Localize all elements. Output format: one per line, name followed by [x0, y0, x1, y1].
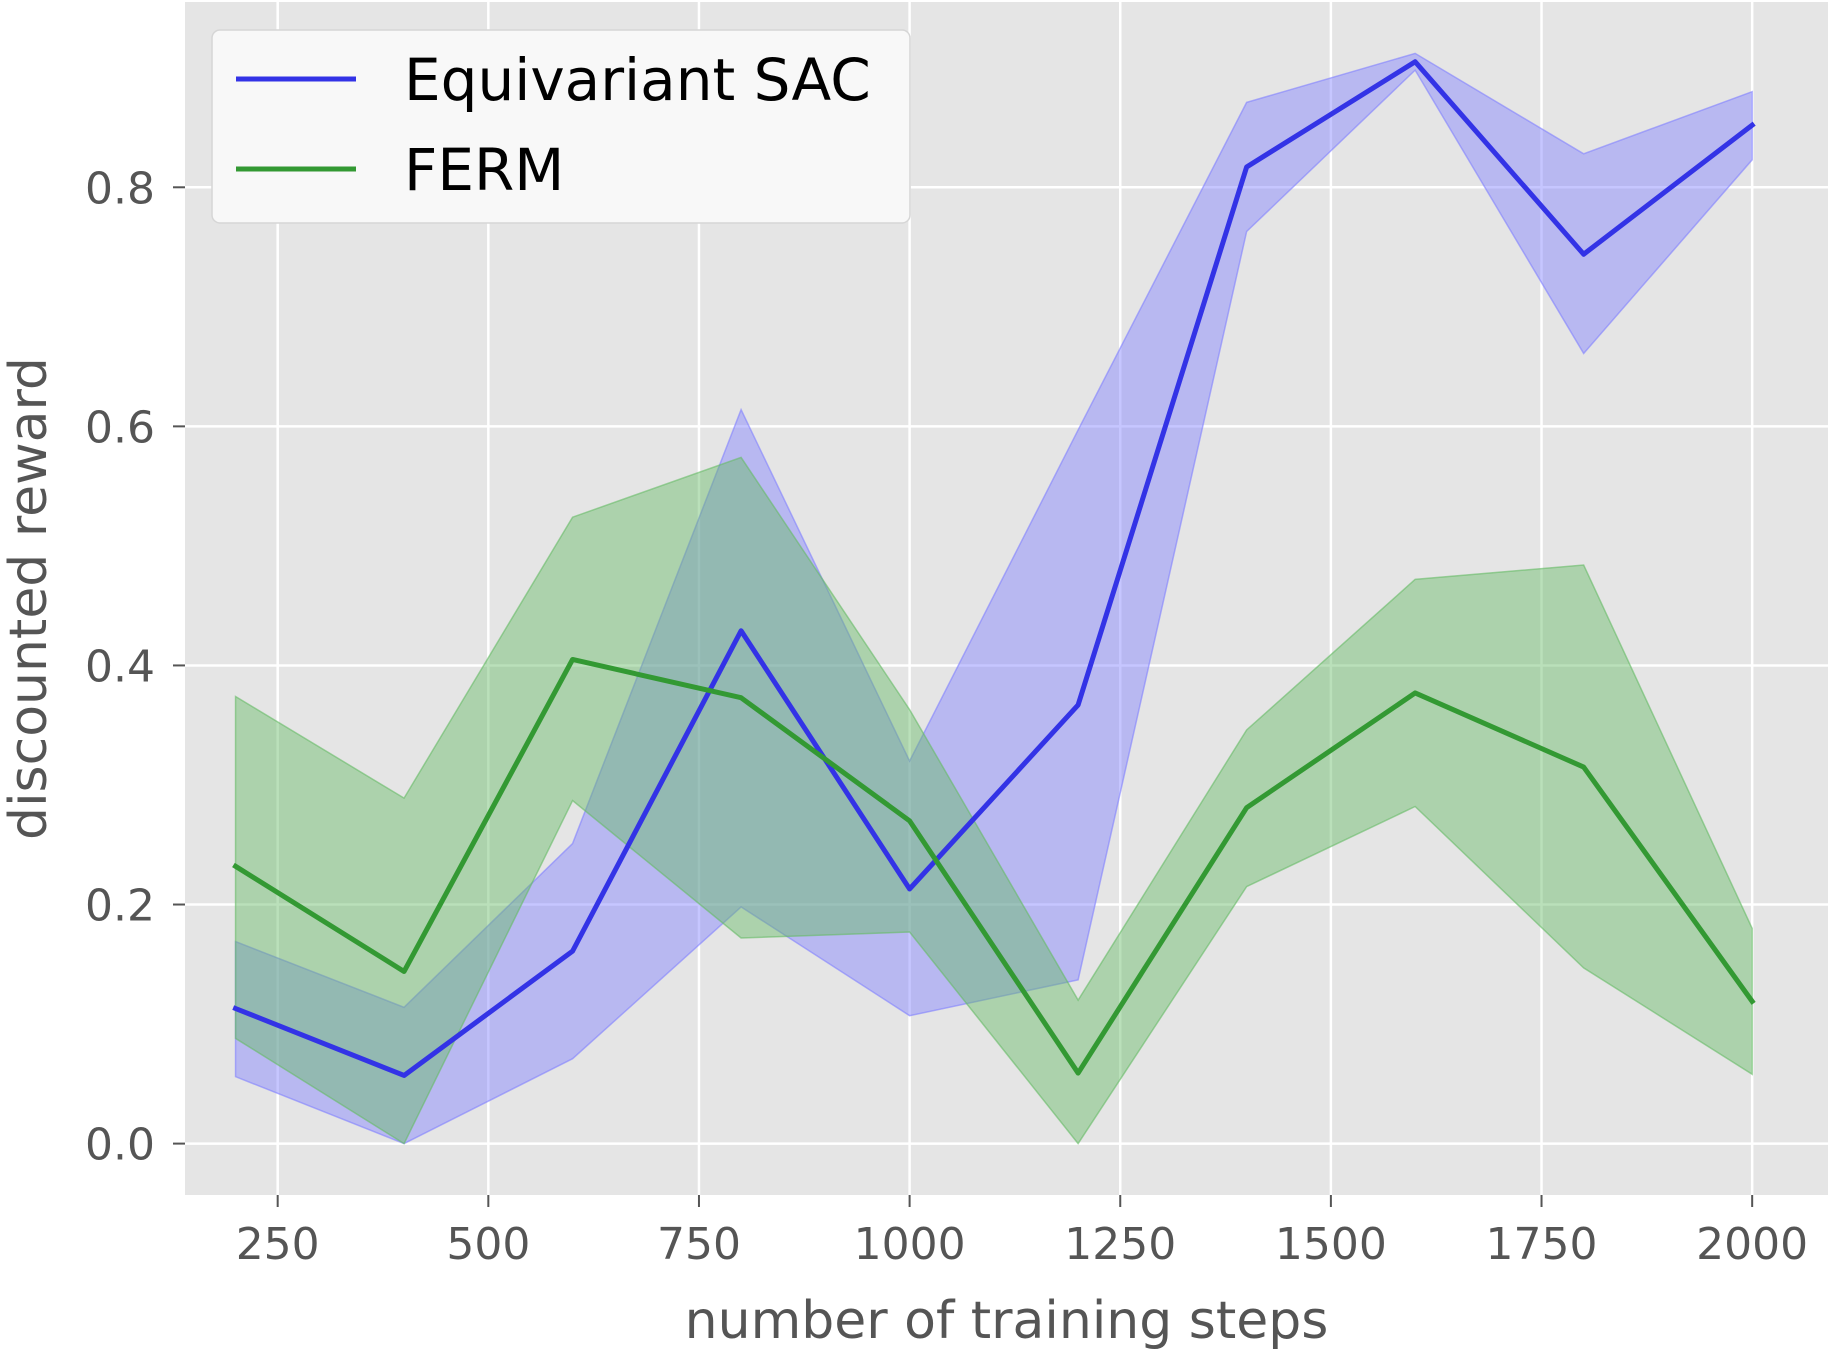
y-tick-label: 0.0 — [85, 1120, 155, 1171]
data-point-equivariant-sac — [235, 1008, 236, 1009]
data-point-equivariant-sac — [404, 1075, 405, 1076]
series-line-ferm — [232, 656, 1756, 1076]
x-tick-label: 1750 — [1486, 1219, 1598, 1270]
data-point-ferm — [741, 697, 742, 698]
x-axis-label: number of training steps — [685, 1291, 1329, 1349]
y-tick-label: 0.6 — [85, 402, 155, 453]
y-axis-label: discounted reward — [0, 357, 59, 840]
x-tick-label: 1000 — [854, 1219, 966, 1270]
data-point-equivariant-sac — [1078, 704, 1079, 705]
legend-label-equivariant-sac: Equivariant SAC — [404, 46, 871, 114]
x-tick-label: 250 — [236, 1219, 320, 1270]
data-point-equivariant-sac — [909, 888, 910, 889]
data-point-equivariant-sac — [1415, 61, 1416, 62]
y-tick-label: 0.8 — [85, 163, 155, 214]
data-point-ferm — [1752, 1001, 1753, 1002]
data-point-ferm — [909, 820, 910, 821]
data-point-ferm — [1246, 807, 1247, 808]
data-point-ferm — [235, 866, 236, 867]
data-point-ferm — [1078, 1073, 1079, 1074]
series-lines — [232, 59, 1756, 1078]
x-tick-label: 1500 — [1275, 1219, 1387, 1270]
series-line-equivariant-sac — [232, 59, 1756, 1078]
x-tick-label: 500 — [446, 1219, 530, 1270]
data-point-equivariant-sac — [1246, 166, 1247, 167]
legend-box — [211, 29, 911, 224]
data-point-ferm — [1415, 692, 1416, 693]
y-tick-label: 0.2 — [85, 881, 155, 932]
data-point-equivariant-sac — [1583, 254, 1584, 255]
data-point-equivariant-sac — [1752, 125, 1753, 126]
legend-label-ferm: FERM — [404, 136, 564, 204]
x-tick-label: 750 — [657, 1219, 741, 1270]
x-tick-label: 2000 — [1696, 1219, 1808, 1270]
x-tick-label: 1250 — [1064, 1219, 1176, 1270]
x-axis-ticks: 250 500 750 1000 1250 1500 1750 2000 — [236, 1195, 1808, 1270]
data-point-ferm — [572, 659, 573, 660]
data-point-ferm — [404, 971, 405, 972]
y-tick-label: 0.4 — [85, 641, 155, 692]
data-point-ferm — [1583, 767, 1584, 768]
y-axis-ticks: 0.0 0.2 0.4 0.6 0.8 — [85, 163, 185, 1171]
data-point-equivariant-sac — [572, 951, 573, 952]
legend: Equivariant SAC FERM — [211, 29, 911, 224]
data-point-equivariant-sac — [741, 630, 742, 631]
